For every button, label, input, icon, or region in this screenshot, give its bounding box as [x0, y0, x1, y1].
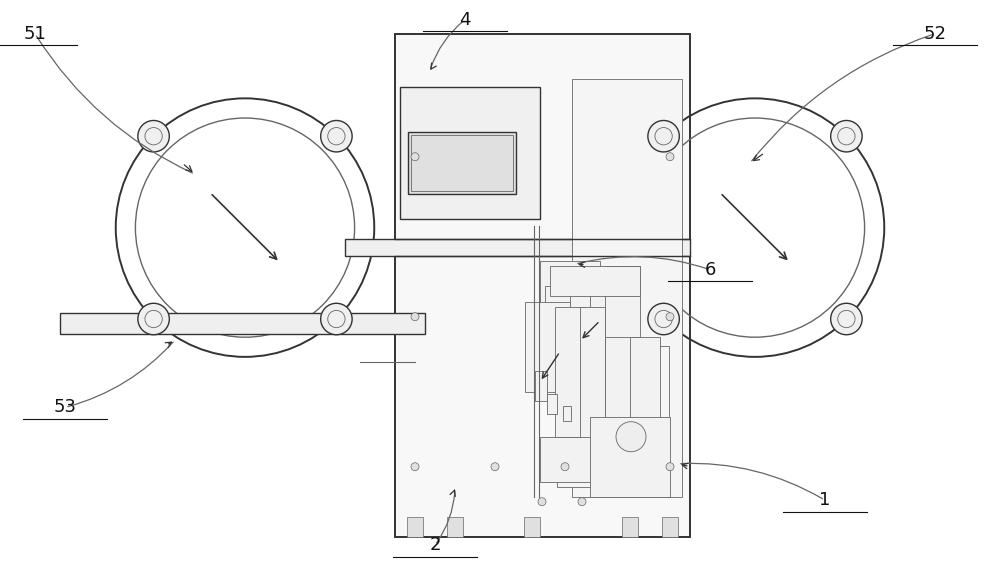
Circle shape — [411, 463, 419, 471]
Circle shape — [411, 153, 419, 161]
Bar — [590, 416, 670, 497]
Circle shape — [321, 120, 352, 152]
Bar — [400, 87, 540, 219]
Bar — [447, 516, 463, 537]
Bar — [395, 34, 690, 537]
Circle shape — [138, 303, 169, 335]
Text: 2: 2 — [429, 536, 441, 554]
Circle shape — [666, 312, 674, 321]
Text: 51: 51 — [24, 25, 46, 43]
Circle shape — [411, 312, 419, 321]
Text: 6: 6 — [704, 261, 716, 279]
Circle shape — [648, 120, 679, 152]
Bar — [60, 313, 425, 334]
Circle shape — [578, 498, 586, 506]
Text: 4: 4 — [459, 11, 471, 29]
Bar — [590, 276, 610, 376]
Bar — [547, 394, 557, 414]
Bar — [572, 79, 682, 497]
Circle shape — [831, 303, 862, 335]
Bar — [540, 261, 600, 386]
Circle shape — [491, 463, 499, 471]
Bar — [535, 371, 547, 401]
Bar — [540, 437, 600, 482]
Bar — [605, 337, 640, 487]
Circle shape — [831, 120, 862, 152]
Circle shape — [616, 422, 646, 452]
Bar — [345, 239, 690, 256]
Bar — [605, 266, 640, 376]
Bar — [550, 266, 640, 296]
Bar — [524, 516, 540, 537]
Circle shape — [561, 463, 569, 471]
Bar — [545, 285, 575, 346]
Circle shape — [666, 463, 674, 471]
Text: 1: 1 — [819, 491, 831, 509]
Bar — [563, 406, 571, 421]
Circle shape — [666, 153, 674, 161]
Circle shape — [538, 498, 546, 506]
Bar — [662, 516, 678, 537]
Bar — [408, 132, 516, 194]
Bar — [555, 307, 585, 437]
Bar — [407, 516, 423, 537]
Text: 52: 52 — [924, 25, 946, 43]
Bar — [525, 302, 570, 392]
Bar — [630, 337, 660, 457]
Text: 53: 53 — [54, 398, 76, 416]
Bar — [557, 346, 669, 487]
Circle shape — [321, 303, 352, 335]
Bar — [570, 276, 595, 366]
Bar — [411, 135, 513, 191]
Circle shape — [138, 120, 169, 152]
Circle shape — [648, 303, 679, 335]
Bar — [580, 307, 605, 477]
Bar — [622, 516, 638, 537]
